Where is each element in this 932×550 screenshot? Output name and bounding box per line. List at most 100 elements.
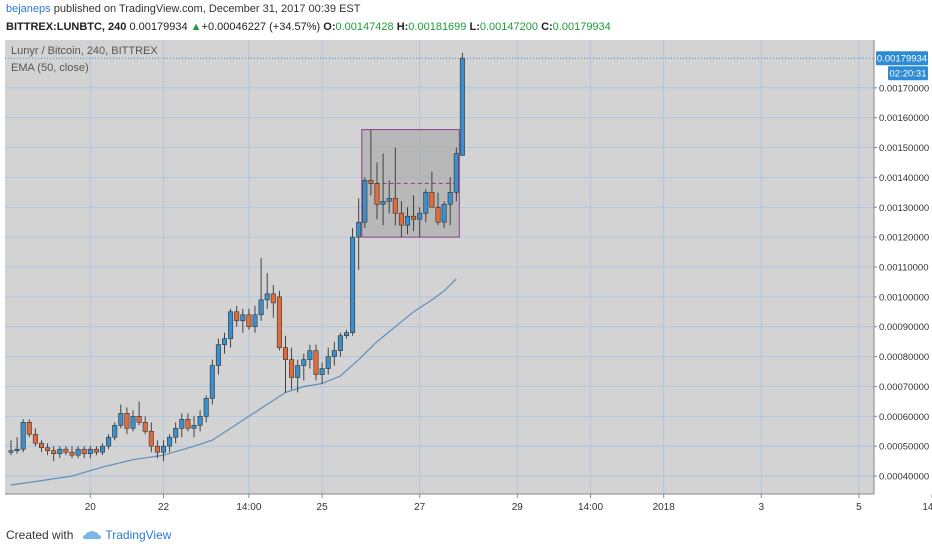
candle xyxy=(295,359,301,393)
high-label: H: xyxy=(396,21,409,33)
candle xyxy=(417,207,423,238)
candle-body xyxy=(87,448,93,454)
candle-body xyxy=(356,221,362,238)
candle-body xyxy=(350,236,356,334)
candle-body xyxy=(228,311,234,339)
candle-body xyxy=(374,183,380,205)
ema-line xyxy=(10,278,457,486)
candle-body xyxy=(136,416,142,423)
candle-body xyxy=(203,398,209,417)
tradingview-link[interactable]: TradingView xyxy=(105,528,172,542)
published-text: published on TradingView.com, December 3… xyxy=(53,3,361,15)
candle xyxy=(112,422,118,441)
candle-body xyxy=(63,448,69,453)
candle xyxy=(289,347,295,390)
x-tick-label: 20 xyxy=(85,502,97,513)
tradingview-cloud-icon xyxy=(83,531,102,539)
x-tick-label: 25 xyxy=(317,502,329,513)
price-axis[interactable] xyxy=(874,40,932,494)
candle xyxy=(185,413,191,432)
last-price-badge-text: 0.00179934 xyxy=(877,54,927,65)
y-tick-label: 0.00050000 xyxy=(879,442,929,453)
x-tick-label: 27 xyxy=(414,502,426,513)
countdown-badge xyxy=(888,66,928,81)
change-value: +0.00046227 (+34.57%) xyxy=(201,21,321,33)
candle-body xyxy=(215,344,221,366)
candle xyxy=(130,410,136,432)
candle-body xyxy=(246,314,252,328)
low-value: 0.00147200 xyxy=(479,21,538,33)
candle-body xyxy=(337,335,343,351)
candle-body xyxy=(313,350,319,375)
candle xyxy=(106,434,112,450)
candle-body xyxy=(392,198,398,214)
publish-line: bejaneps published on TradingView.com, D… xyxy=(6,3,360,15)
open-value: 0.00147428 xyxy=(335,21,394,33)
candle xyxy=(222,332,228,354)
legend-indicator: EMA (50, close) xyxy=(11,62,89,74)
y-tick-label: 0.00040000 xyxy=(879,472,929,483)
candle xyxy=(57,446,63,459)
candle xyxy=(51,446,57,462)
candle-body xyxy=(167,436,173,447)
candle-body xyxy=(362,180,368,223)
x-tick-label: 14:00 xyxy=(578,502,603,513)
x-tick-label: 14:00 xyxy=(236,502,261,513)
candle xyxy=(362,177,368,229)
y-tick-label: 0.00130000 xyxy=(879,203,929,214)
candle xyxy=(392,147,398,226)
candle xyxy=(350,228,356,336)
candle xyxy=(87,446,93,459)
candle-body xyxy=(191,425,197,429)
x-tick-label: 2018 xyxy=(653,502,676,513)
time-axis[interactable] xyxy=(0,494,932,525)
footer: Created with TradingView xyxy=(6,528,171,542)
x-tick-label: 29 xyxy=(512,502,524,513)
candle-body xyxy=(112,425,118,438)
candle xyxy=(173,422,179,444)
price-axis-ticks: 0.00040000 0.00050000 0.00060000 0.00070000… xyxy=(874,83,929,483)
candle-body xyxy=(185,419,191,429)
candle xyxy=(234,305,240,327)
up-arrow-icon: ▲ xyxy=(190,21,202,33)
author-link[interactable]: bejaneps xyxy=(6,3,51,15)
candle xyxy=(331,341,337,366)
candle-body xyxy=(118,413,124,426)
y-tick-label: 0.00160000 xyxy=(879,113,929,124)
y-tick-label: 0.00170000 xyxy=(879,83,929,94)
candle xyxy=(447,177,453,226)
legend-title: Lunyr / Bitcoin, 240, BITTREX xyxy=(11,45,158,57)
chart[interactable]: 0.00040000 0.00050000 0.00060000 0.00070000… xyxy=(0,37,932,525)
candle-body xyxy=(459,57,465,156)
candle-body xyxy=(45,447,51,451)
candle xyxy=(423,189,429,223)
candle-body xyxy=(331,350,337,357)
candle xyxy=(374,162,380,220)
candle xyxy=(441,201,447,229)
candle-body xyxy=(276,296,282,348)
price-badges: 0.00179934 02:20:31 xyxy=(876,51,928,81)
high-value: 0.00181699 xyxy=(408,21,467,33)
candles xyxy=(8,52,465,462)
candle xyxy=(368,129,374,196)
candle xyxy=(124,407,130,435)
candle xyxy=(63,446,69,456)
y-tick-label: 0.00120000 xyxy=(879,233,929,244)
candle-body xyxy=(453,153,459,193)
y-tick-label: 0.00090000 xyxy=(879,322,929,333)
candle-body xyxy=(325,356,331,369)
last-price: 0.00179934 xyxy=(129,21,188,33)
candle-body xyxy=(197,416,203,426)
candle-body xyxy=(161,445,167,453)
candle-body xyxy=(240,314,246,322)
candle-body xyxy=(234,311,240,322)
candle xyxy=(136,401,142,426)
candle xyxy=(38,440,44,453)
candle-body xyxy=(124,413,130,429)
candle-body xyxy=(81,448,87,454)
candle xyxy=(32,428,38,447)
candle xyxy=(45,443,51,456)
candle xyxy=(380,153,386,226)
candle xyxy=(228,308,234,348)
low-label: L: xyxy=(469,21,480,33)
